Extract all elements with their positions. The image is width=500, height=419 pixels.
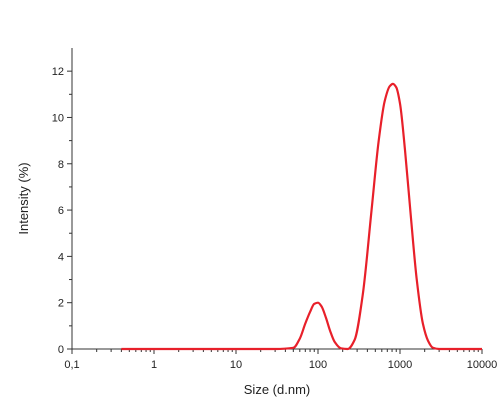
y-tick-label: 2 <box>58 298 64 310</box>
x-tick-label: 1 <box>151 359 157 371</box>
x-tick-label: 100 <box>309 359 327 371</box>
series-layer <box>121 82 482 351</box>
y-axis-title: Intensity (%) <box>16 162 31 234</box>
x-axis-title: Size (d.nm) <box>244 382 310 397</box>
x-tick-label: 10 <box>230 359 242 371</box>
y-tick-label: 8 <box>58 159 64 171</box>
x-tick-label: 0,1 <box>64 359 79 371</box>
y-tick-label: 10 <box>52 112 64 124</box>
y-tick-label: 6 <box>58 205 64 217</box>
x-tick-label: 1000 <box>388 359 412 371</box>
x-tick-label: 10000 <box>467 359 498 371</box>
y-tick-label: 12 <box>52 66 64 78</box>
series-line <box>121 82 482 351</box>
y-tick-label: 4 <box>58 251 64 263</box>
y-tick-label: 0 <box>58 344 64 356</box>
tick-labels: 0 2 4 6 8 10 12 0,1 1 10 100 1000 10000 <box>52 66 498 371</box>
